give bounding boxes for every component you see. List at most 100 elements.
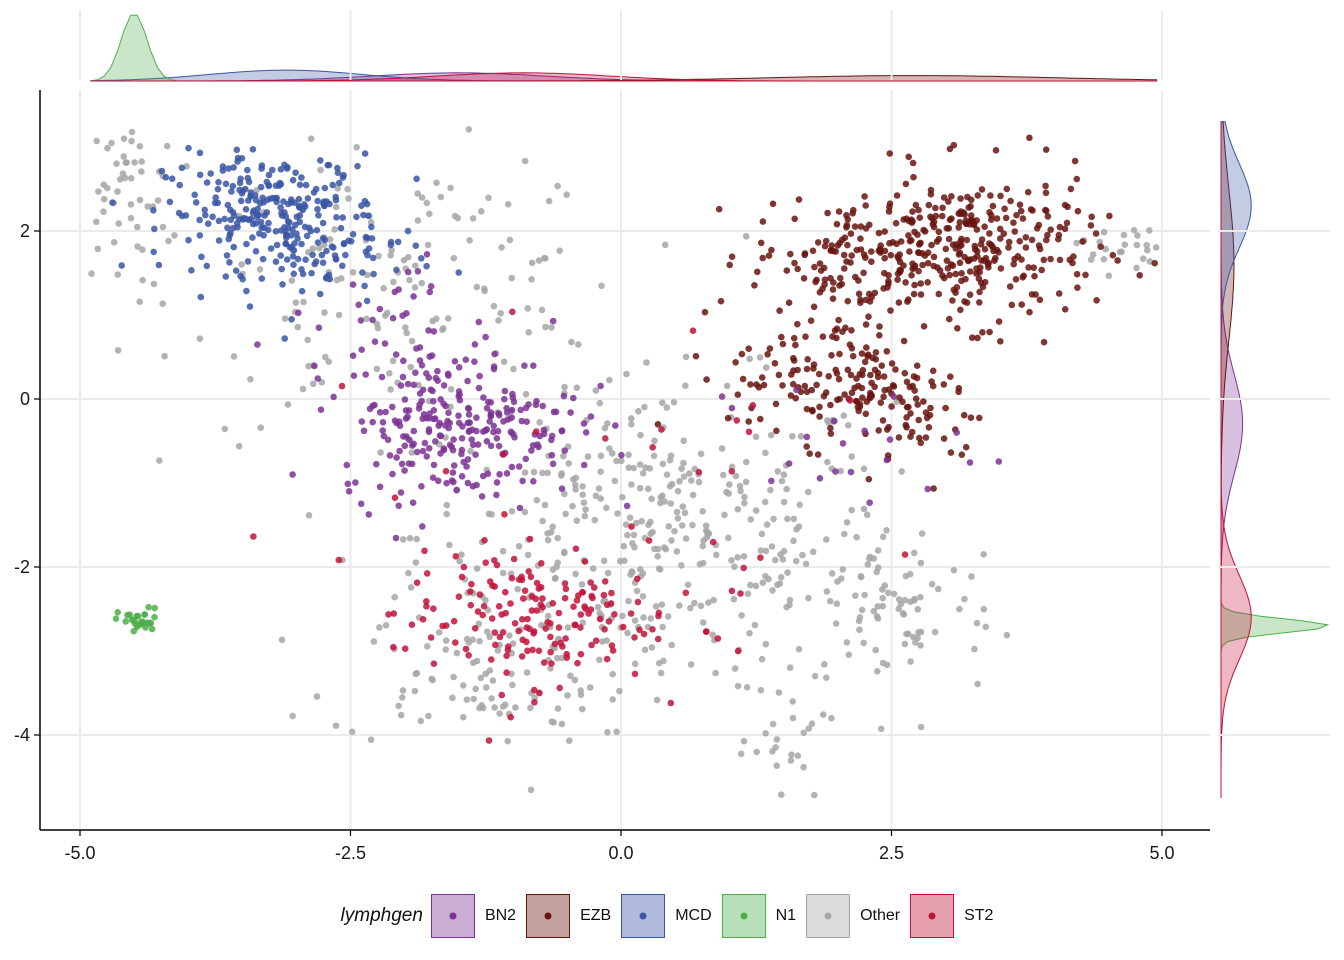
point-other-298: [659, 492, 666, 500]
point-mcd-213: [245, 178, 253, 186]
point-ezb-466: [901, 369, 909, 377]
point-other-640: [839, 566, 847, 573]
point-mcd-39: [263, 209, 271, 216]
point-mcd-218: [226, 232, 233, 239]
point-other-352: [668, 537, 675, 544]
point-other-529: [411, 284, 419, 291]
point-bn2-300: [839, 440, 847, 447]
point-mcd-271: [423, 262, 430, 270]
point-ezb-68: [1043, 207, 1050, 215]
point-other-485: [386, 370, 393, 377]
point-ezb-314: [717, 297, 725, 305]
point-mcd-154: [273, 241, 281, 249]
point-other-556: [114, 271, 121, 279]
legend-label-other: Other: [860, 907, 901, 924]
point-bn2-297: [966, 459, 974, 466]
legend-label-st2: ST2: [964, 907, 994, 924]
point-mcd-96: [280, 198, 287, 205]
point-ezb-117: [1043, 236, 1050, 244]
point-st2-73: [539, 595, 546, 602]
point-other-612: [833, 600, 841, 607]
point-ezb-284: [791, 259, 798, 267]
point-mcd-186: [244, 258, 252, 265]
point-ezb-224: [995, 318, 1003, 325]
point-st2-122: [608, 642, 616, 649]
point-st2-147: [430, 605, 437, 612]
point-ezb-76: [917, 280, 924, 287]
point-other-386: [772, 556, 779, 564]
point-other-223: [980, 551, 987, 558]
point-mcd-239: [254, 205, 261, 213]
point-mcd-104: [354, 162, 361, 170]
point-mcd-231: [203, 262, 211, 270]
point-other-754: [655, 659, 663, 667]
point-st2-109: [631, 670, 639, 678]
point-other-770: [769, 720, 777, 728]
point-bn2-309: [768, 477, 775, 485]
point-ezb-274: [955, 210, 962, 217]
point-bn2-282: [471, 341, 479, 348]
point-st2-127: [555, 609, 563, 617]
point-other-31: [456, 557, 463, 565]
point-ezb-500: [753, 381, 760, 388]
point-bn2-26: [495, 442, 503, 450]
point-other-353: [741, 499, 748, 507]
point-other-546: [333, 276, 341, 284]
point-other-784: [769, 748, 776, 755]
point-other-357: [406, 534, 414, 542]
point-other-214: [691, 599, 698, 607]
point-st2-3: [482, 559, 490, 566]
point-mcd-233: [281, 224, 288, 231]
point-other-673: [934, 585, 942, 593]
point-ezb-555: [853, 375, 860, 382]
point-ezb-407: [828, 242, 835, 249]
point-ezb-102: [1040, 338, 1048, 346]
point-bn2-164: [473, 481, 480, 489]
point-other-265: [742, 478, 750, 486]
point-ezb-104: [942, 245, 950, 253]
point-other-814: [1116, 248, 1124, 256]
point-ezb-574: [976, 414, 983, 422]
point-ezb-318: [866, 221, 873, 229]
point-other-618: [843, 639, 851, 646]
point-ezb-603: [909, 382, 916, 390]
point-ezb-106: [1007, 197, 1014, 205]
point-st2-88: [577, 650, 585, 658]
point-other-170: [658, 601, 666, 608]
point-mcd-270: [361, 282, 368, 290]
point-other-783: [775, 689, 783, 696]
point-mcd-267: [370, 270, 377, 278]
point-other-405: [408, 337, 416, 345]
point-ezb-238: [966, 291, 974, 299]
point-other-330: [611, 477, 619, 485]
point-st2-191: [745, 428, 753, 436]
point-bn2-81: [446, 441, 454, 449]
point-other-713: [550, 719, 557, 726]
point-other-596: [95, 188, 102, 195]
point-mcd-265: [291, 240, 298, 247]
point-other-756: [489, 677, 497, 684]
point-other-383: [544, 530, 551, 537]
point-bn2-66: [493, 435, 501, 442]
point-ezb-499: [876, 332, 883, 339]
point-ezb-126: [1036, 296, 1044, 304]
point-st2-142: [496, 633, 504, 641]
point-bn2-208: [475, 384, 483, 392]
point-ezb-491: [802, 333, 809, 341]
point-other-74: [746, 630, 753, 637]
point-ezb-481: [836, 350, 843, 358]
point-ezb-453: [861, 358, 869, 366]
point-other-122: [377, 449, 384, 456]
point-st2-43: [467, 588, 474, 595]
point-bn2-201: [397, 489, 405, 496]
point-other-379: [758, 655, 766, 663]
point-other-206: [630, 531, 638, 539]
point-bn2-116: [449, 469, 457, 476]
point-other-500: [437, 193, 445, 201]
point-ezb-515: [779, 340, 787, 348]
point-other-282: [600, 557, 608, 565]
point-mcd-282: [232, 267, 240, 275]
point-other-230: [625, 597, 632, 605]
point-other-117: [740, 553, 748, 560]
point-ezb-204: [910, 173, 917, 181]
